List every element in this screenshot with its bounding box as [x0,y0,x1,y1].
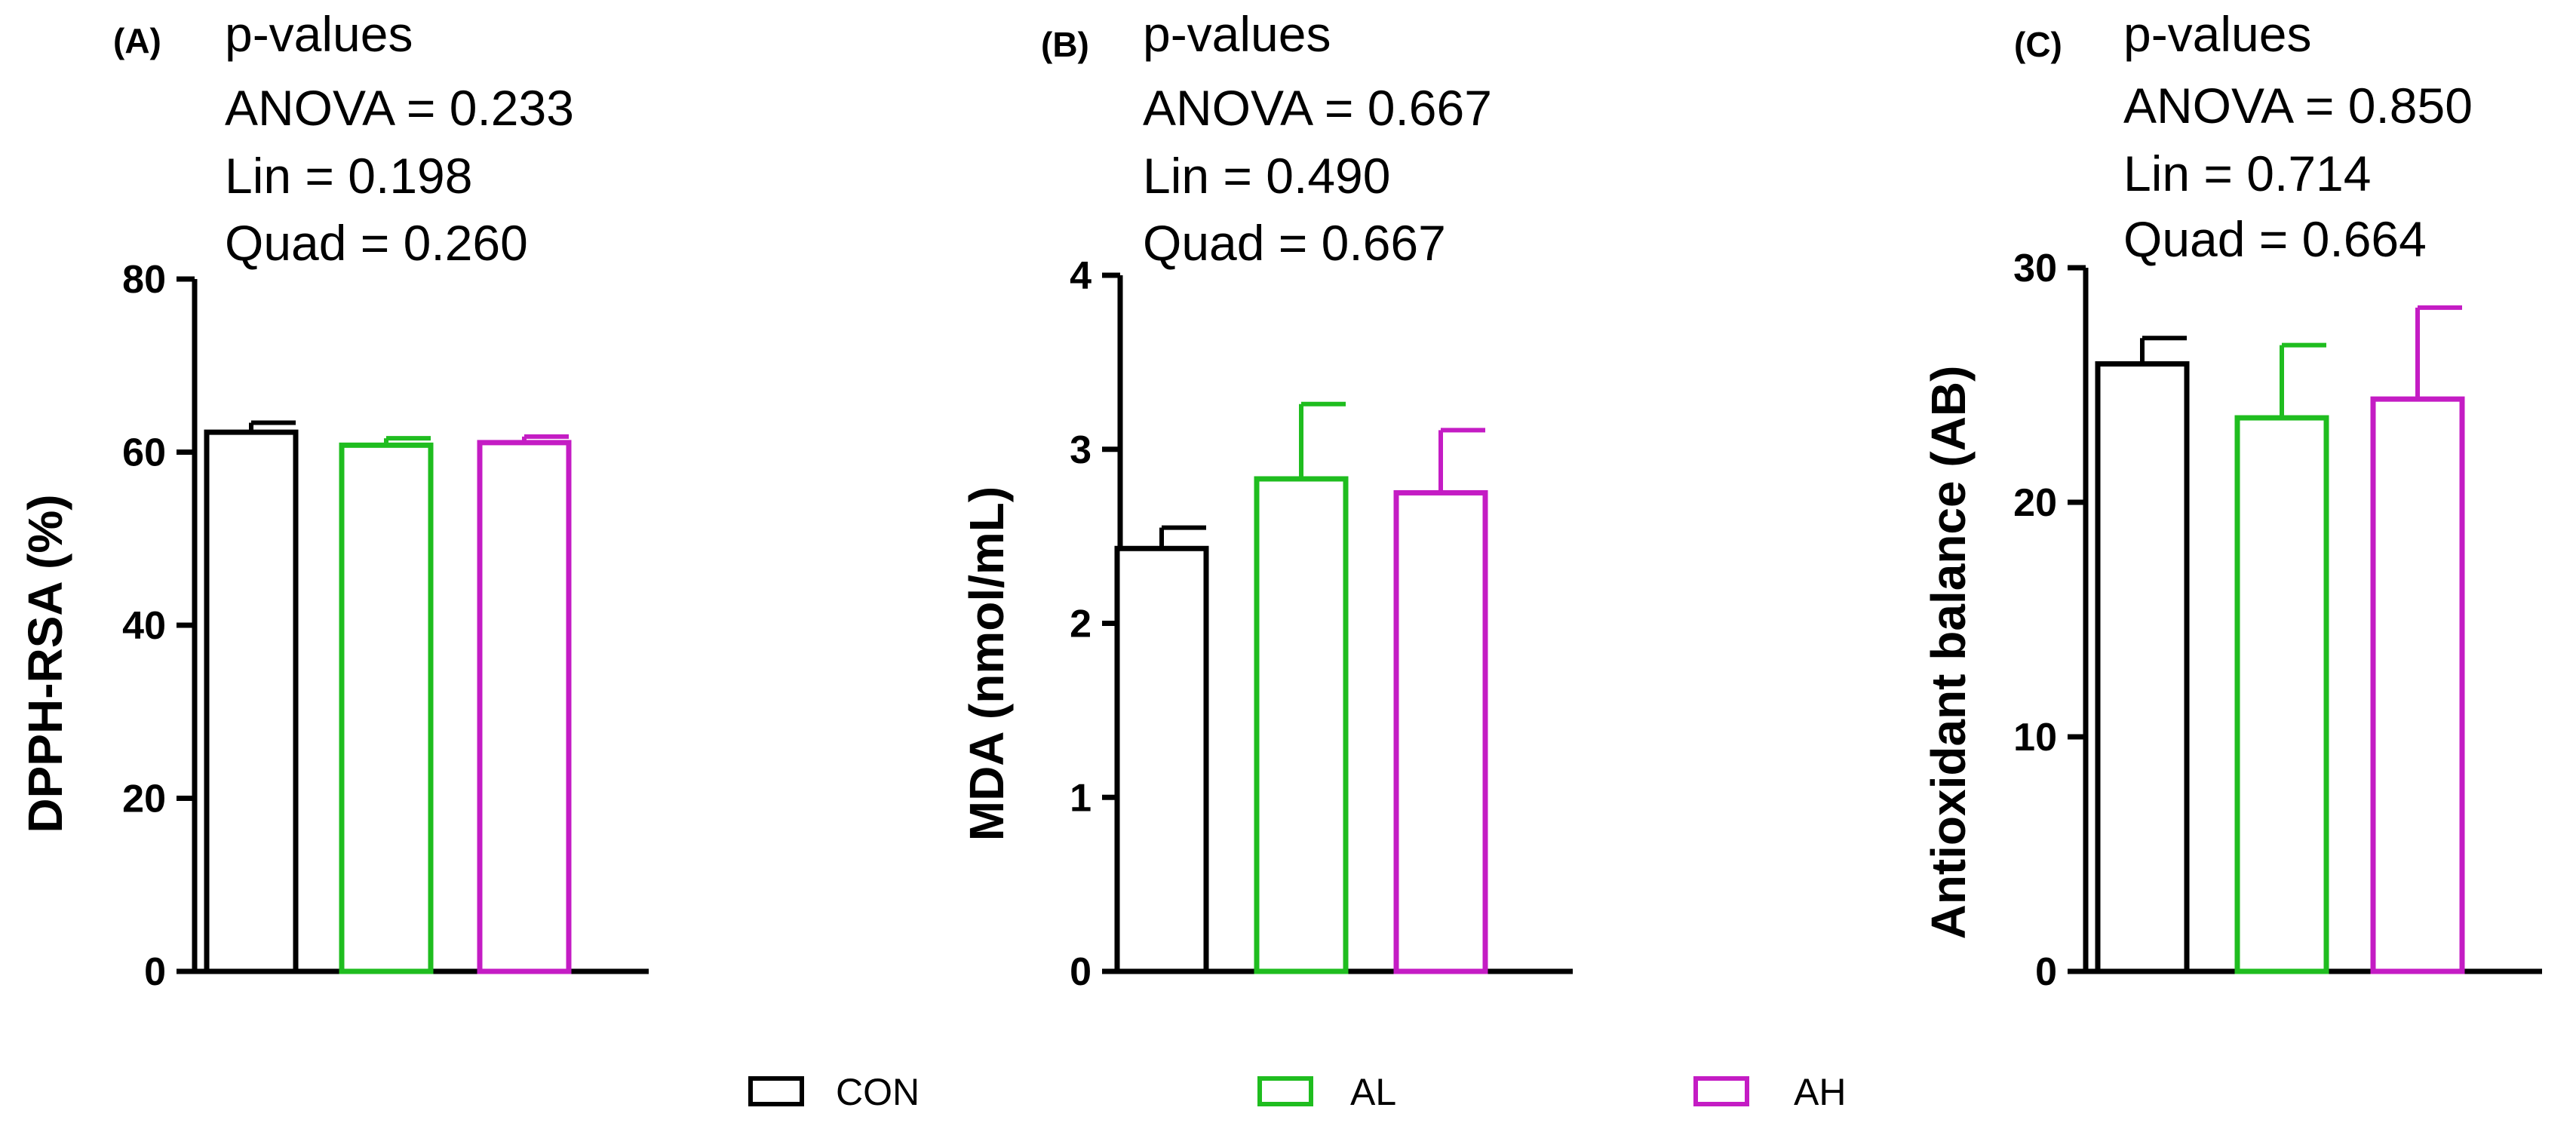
panel-b-stat-lin: Lin = 0.490 [1143,148,1390,204]
panel-c-y-tick-label: 10 [2013,716,2057,759]
panel-a-y-tick-label: 0 [144,950,166,994]
panel-a-y-tick-label: 80 [122,258,166,302]
legend-item-ah: AH [1693,1071,1846,1113]
panel-b-bars [1114,401,1488,974]
panel-b: (B) p-values ANOVA = 0.667 Lin = 0.490 Q… [959,6,1573,994]
panel-a-y-axis-label: DPPH-RSA (%) [18,494,72,833]
legend-label-al: AL [1350,1071,1396,1113]
panel-b-y-tick-label: 4 [1070,254,1091,298]
panel-a-bar-ah [477,440,572,974]
panel-b-y-tick-label: 3 [1070,428,1091,472]
panel-c-y-tick-label: 0 [2035,950,2057,994]
legend-swatch-con [748,1076,804,1106]
panel-b-y-axis-label: MDA (nmol/mL) [959,486,1014,841]
panel-c-bars [2095,305,2465,974]
panel-c-y-tick-label: 20 [2013,481,2057,525]
panel-a-stat-lin: Lin = 0.198 [225,148,472,204]
panel-b-stat-anova: ANOVA = 0.667 [1143,80,1492,136]
panel-b-stat-quad: Quad = 0.667 [1143,215,1446,271]
panel-c-bar-con [2095,361,2190,974]
panel-b-bar-con [1114,545,1209,974]
panel-c-stat-anova: ANOVA = 0.850 [2123,78,2473,133]
panel-b-bar-al [1254,476,1349,974]
panel-b-y-tick-label: 1 [1070,776,1091,820]
panel-b-bar-ah [1393,489,1488,974]
panel-c-bar-al [2234,415,2329,974]
panel-c-y-tick-label: 30 [2013,247,2057,290]
legend-item-con: CON [748,1071,920,1113]
legend-swatch-al [1257,1076,1313,1106]
panel-b-label: (B) [1041,25,1089,64]
panel-a-ticks: 0 20 40 60 80 [122,258,195,994]
panel-c-stat-title: p-values [2123,6,2311,62]
panel-a-bar-con [204,429,299,974]
panel-b-stat-title: p-values [1143,6,1331,62]
panel-a: (A) p-values ANOVA = 0.233 Lin = 0.198 Q… [18,6,649,994]
panel-a-y-tick-label: 60 [122,431,166,475]
panel-c-y-axis-label: Antioxidant balance (AB) [1921,366,1976,940]
panel-a-bar-al [339,442,434,974]
panel-c-stat-lin: Lin = 0.714 [2123,146,2371,201]
panel-a-stat-anova: ANOVA = 0.233 [225,80,574,136]
panel-c-stat-quad: Quad = 0.664 [2123,211,2427,267]
panel-b-y-tick-label: 0 [1070,950,1091,994]
panel-a-bars [204,420,572,974]
panel-a-stat-title: p-values [225,6,413,62]
panel-c-ticks: 0 10 20 30 [2013,247,2086,994]
panel-a-y-tick-label: 40 [122,604,166,648]
legend-item-al: AL [1257,1071,1396,1113]
panel-a-label: (A) [113,21,161,60]
panel-a-stat-quad: Quad = 0.260 [225,215,528,271]
panel-c: (C) p-values ANOVA = 0.850 Lin = 0.714 Q… [1921,6,2542,994]
panel-c-bar-ah [2370,396,2465,974]
legend-label-ah: AH [1794,1071,1846,1113]
panel-b-ticks: 0 1 2 3 4 [1070,254,1120,994]
panel-a-y-tick-label: 20 [122,778,166,821]
legend-swatch-ah [1693,1076,1749,1106]
legend-label-con: CON [836,1071,920,1113]
panel-c-label: (C) [2014,25,2062,64]
panel-b-y-tick-label: 2 [1070,603,1091,646]
legend: CON AL AH [748,1071,1846,1113]
